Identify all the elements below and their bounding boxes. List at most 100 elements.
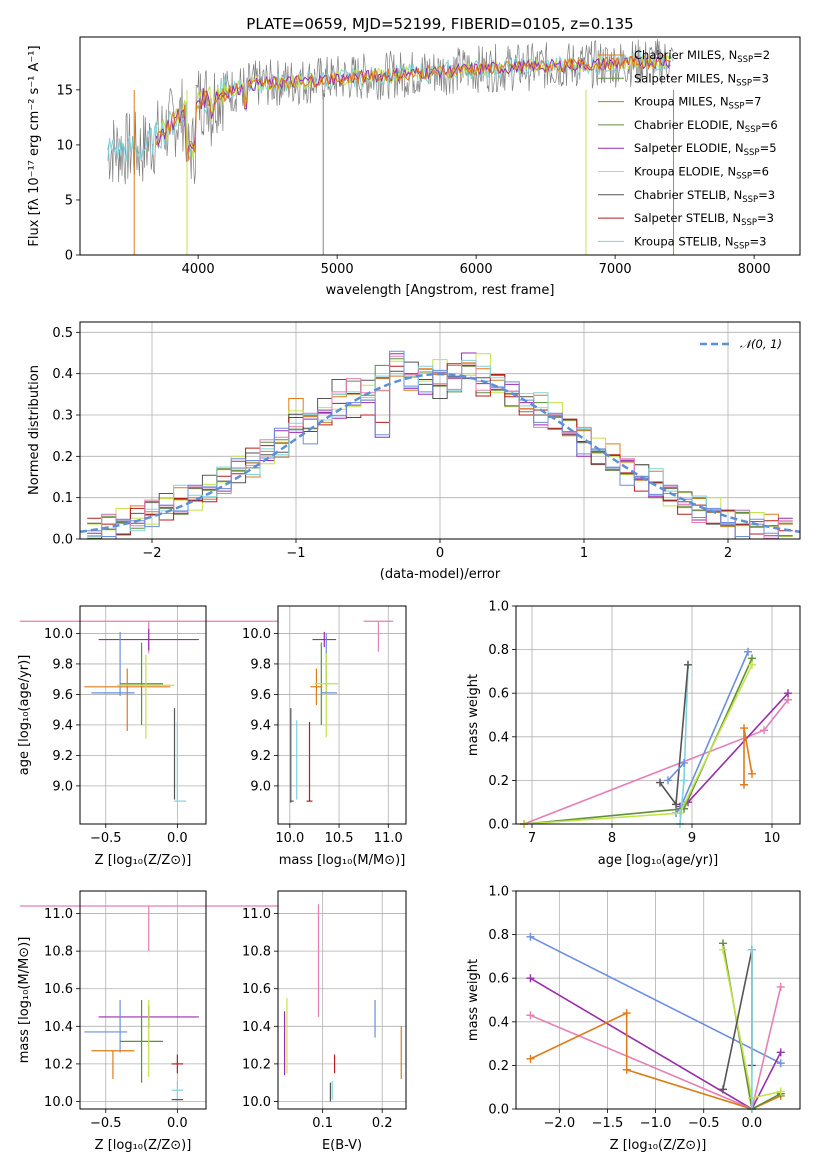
weight-z-xtick-label: 0.0 xyxy=(742,1116,763,1131)
weight-z-point xyxy=(776,982,785,991)
mass-ebv-panel: 0.1 0.2 10.0 10.2 10.4 10.6 10.8 11.0 E(B-V) xyxy=(242,890,407,1153)
age-z-ytick-label: 9.2 xyxy=(52,749,73,764)
age-mass-xtick-label: 10.0 xyxy=(275,831,304,846)
spectrum-legend-label: Kroupa ELODIE, NSSP=6 xyxy=(634,165,769,182)
histogram-xtick-label: −1 xyxy=(286,546,305,561)
histogram-ticks: −2 −1 0 1 2 0.0 0.1 0.2 0.3 0.4 0.5 xyxy=(52,322,800,561)
spectrum-ytick-label: 5 xyxy=(65,193,73,208)
weight-age-lines xyxy=(520,647,792,828)
weight-age-point xyxy=(656,778,664,787)
weight-z-ylabel: mass weight xyxy=(466,959,481,1041)
spectrum-xtick-label: 4000 xyxy=(182,262,215,277)
mass-ebv-ytick-label: 10.4 xyxy=(242,1020,271,1035)
weight-age-ytick-label: 0.0 xyxy=(488,818,509,833)
spectrum-legend-label: Salpeter ELODIE, NSSP=5 xyxy=(634,141,777,158)
mass-z-frame xyxy=(79,890,207,1110)
age-mass-ytick-label: 9.4 xyxy=(250,718,271,733)
histogram-step xyxy=(87,352,793,539)
weight-age-point xyxy=(680,776,688,785)
age-mass-errorbars xyxy=(289,620,394,803)
spectrum-legend-label: Chabrier ELODIE, NSSP=6 xyxy=(634,118,778,135)
mass-z-xtick-label: 0.0 xyxy=(167,1116,188,1131)
weight-age-xtick-label: 8 xyxy=(608,831,616,846)
weight-age-xlabel: age [log₁₀(age/yr)] xyxy=(598,853,719,868)
weight-age-point xyxy=(760,726,768,735)
age-z-ylabel: age [log₁₀(age/yr)] xyxy=(17,655,32,776)
spectrum-line xyxy=(107,39,674,185)
spectrum-xtick-label: 7000 xyxy=(599,262,632,277)
spectrum-lines xyxy=(107,39,675,255)
mass-z-ticks: −0.5 0.0 10.0 10.2 10.4 10.6 10.8 11.0 xyxy=(44,891,206,1131)
histogram-xtick-label: 1 xyxy=(580,546,588,561)
spectrum-ytick-label: 15 xyxy=(56,83,73,98)
age-z-frame xyxy=(79,605,207,825)
weight-z-ytick-label: 0.4 xyxy=(488,1015,509,1030)
weight-age-point xyxy=(740,780,748,789)
spectrum-line xyxy=(155,55,671,163)
histogram-xtick-label: −2 xyxy=(142,546,161,561)
weight-age-xtick-label: 10 xyxy=(764,831,781,846)
mass-z-xtick-label: −0.5 xyxy=(90,1116,122,1131)
age-z-errorbars xyxy=(19,620,278,802)
histogram-step xyxy=(87,358,793,539)
mass-ebv-xlabel: E(B-V) xyxy=(322,1138,362,1153)
mass-z-errorbars xyxy=(19,905,278,1102)
weight-age-series-line xyxy=(523,664,753,825)
spectrum-xlabel: wavelength [Angstrom, rest frame] xyxy=(326,283,555,298)
weight-age-ylabel: mass weight xyxy=(466,674,481,756)
weight-age-ytick-label: 0.2 xyxy=(488,774,509,789)
age-z-panel: −0.5 0.0 9.0 9.2 9.4 9.6 9.8 10.0 Z [log₁₀(Z/Z⊙… xyxy=(17,605,278,868)
age-mass-panel: 10.0 10.5 11.0 9.0 9.2 9.4 9.6 9.8 10.0 mass [lo… xyxy=(242,605,407,868)
histogram-step xyxy=(87,353,793,537)
weight-z-point xyxy=(526,1011,535,1020)
weight-z-ticks: −2.0 −1.5 −1.0 −0.5 0.0 0.0 0.2 0.4 0.6 0.8 1.0 xyxy=(488,885,800,1131)
age-z-ytick-label: 9.0 xyxy=(52,779,73,794)
mass-z-ytick-label: 10.0 xyxy=(44,1095,73,1110)
spectrum-frame xyxy=(79,36,801,256)
spectrum-legend: Chabrier MILES, NSSP=2 Salpeter MILES, NS… xyxy=(598,48,778,251)
figure-title: PLATE=0659, MJD=52199, FIBERID=0105, z=0… xyxy=(246,15,633,33)
weight-age-point xyxy=(784,689,792,698)
weight-z-point xyxy=(718,1085,727,1094)
age-z-xtick-label: −0.5 xyxy=(90,831,122,846)
weight-age-point xyxy=(664,776,672,785)
weight-z-xtick-label: −0.5 xyxy=(688,1116,720,1131)
age-mass-ytick-label: 10.0 xyxy=(242,627,271,642)
spectrum-ytick-label: 10 xyxy=(56,138,73,153)
mass-z-ylabel: mass [log₁₀(M/M⊙)] xyxy=(17,937,32,1064)
histogram-step xyxy=(87,355,793,539)
histogram-xtick-label: 0 xyxy=(436,546,444,561)
weight-age-point xyxy=(744,647,752,656)
weight-age-panel: 7 8 9 10 0.0 0.2 0.4 0.6 0.8 1.0 age [log₁₀(age/y… xyxy=(466,600,801,868)
weight-z-xtick-label: −1.0 xyxy=(640,1116,672,1131)
weight-age-point xyxy=(748,769,756,778)
spectrum-legend-label: Kroupa MILES, NSSP=7 xyxy=(634,95,761,112)
mass-ebv-frame xyxy=(277,890,407,1110)
age-z-ytick-label: 9.8 xyxy=(52,657,73,672)
gauss-legend-label: 𝒩(0, 1) xyxy=(740,337,782,351)
mass-ebv-errorbars xyxy=(283,904,402,1102)
age-mass-ytick-label: 9.8 xyxy=(250,657,271,672)
mass-ebv-ticks: 0.1 0.2 10.0 10.2 10.4 10.6 10.8 11.0 xyxy=(242,891,406,1131)
age-mass-frame xyxy=(277,605,407,825)
spectrum-ticks: 4000 5000 6000 7000 8000 0 5 10 15 xyxy=(56,83,770,277)
age-mass-xtick-label: 11.0 xyxy=(374,831,403,846)
weight-age-xtick-label: 9 xyxy=(688,831,696,846)
mass-z-xlabel: Z [log₁₀(Z/Z⊙)] xyxy=(95,1138,192,1153)
age-mass-ticks: 10.0 10.5 11.0 9.0 9.2 9.4 9.6 9.8 10.0 xyxy=(242,606,406,846)
spectrum-legend-label: Salpeter MILES, NSSP=3 xyxy=(634,71,769,88)
histogram-ytick-label: 0.1 xyxy=(52,491,73,506)
histogram-step xyxy=(87,359,793,539)
weight-z-xlabel: Z [log₁₀(Z/Z⊙)] xyxy=(610,1138,707,1153)
weight-age-series-line xyxy=(523,657,753,825)
mass-ebv-ytick-label: 10.0 xyxy=(242,1095,271,1110)
weight-age-point xyxy=(740,724,748,733)
histogram-xtick-label: 2 xyxy=(724,546,732,561)
weight-z-point xyxy=(622,1009,631,1018)
spectrum-legend-label: Chabrier MILES, NSSP=2 xyxy=(634,48,770,65)
histogram-frame xyxy=(79,321,801,540)
age-mass-ytick-label: 9.0 xyxy=(250,779,271,794)
weight-age-series-line xyxy=(667,762,685,781)
histogram-panel: −2 −1 0 1 2 0.0 0.1 0.2 0.3 0.4 0.5 𝒩(0, 1) (data-… xyxy=(27,321,801,582)
